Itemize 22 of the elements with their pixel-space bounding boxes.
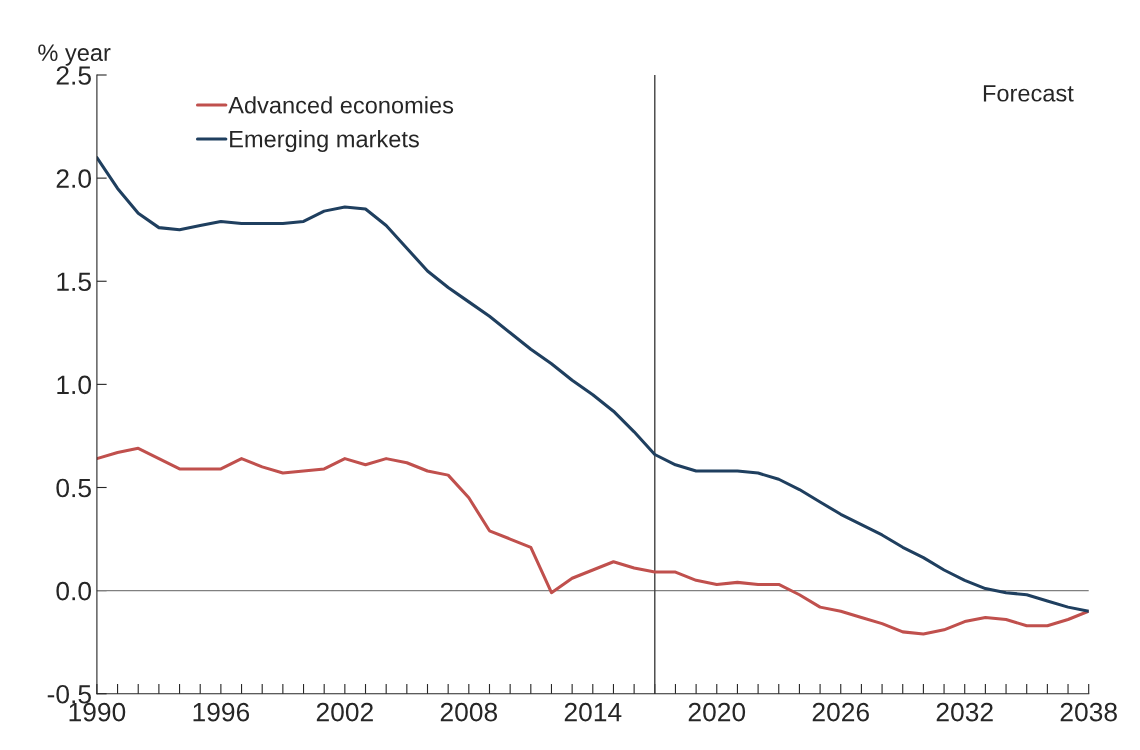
y-tick-label: 0.5 bbox=[56, 478, 91, 498]
legend-label: Advanced economies bbox=[228, 96, 454, 114]
y-tick-label: 2.5 bbox=[56, 66, 91, 85]
x-tick-label: 2008 bbox=[440, 702, 498, 722]
x-tick-label: 2020 bbox=[688, 702, 746, 722]
x-tick-label: 2038 bbox=[1060, 702, 1117, 722]
y-tick-label: -0.5 bbox=[47, 684, 91, 704]
x-tick-label: 2014 bbox=[564, 702, 622, 722]
y-axis-title: % year bbox=[38, 44, 111, 66]
y-tick-label: 1.0 bbox=[57, 375, 92, 395]
x-tick-label: 2002 bbox=[316, 702, 373, 722]
legend-label: Emerging markets bbox=[230, 130, 419, 153]
line-series bbox=[96, 155, 1089, 613]
x-tick-label: 1996 bbox=[193, 702, 250, 722]
y-tick-label: 2.0 bbox=[56, 169, 92, 188]
x-tick-label: 2032 bbox=[936, 702, 993, 722]
y-tick-label: 1.5 bbox=[57, 272, 91, 292]
x-tick-label: 2026 bbox=[812, 702, 869, 722]
annotation: Forecast bbox=[983, 85, 1074, 102]
line-series bbox=[96, 446, 1089, 636]
y-tick-label: 0.0 bbox=[56, 581, 92, 601]
x-tick-label: 1990 bbox=[69, 702, 126, 722]
